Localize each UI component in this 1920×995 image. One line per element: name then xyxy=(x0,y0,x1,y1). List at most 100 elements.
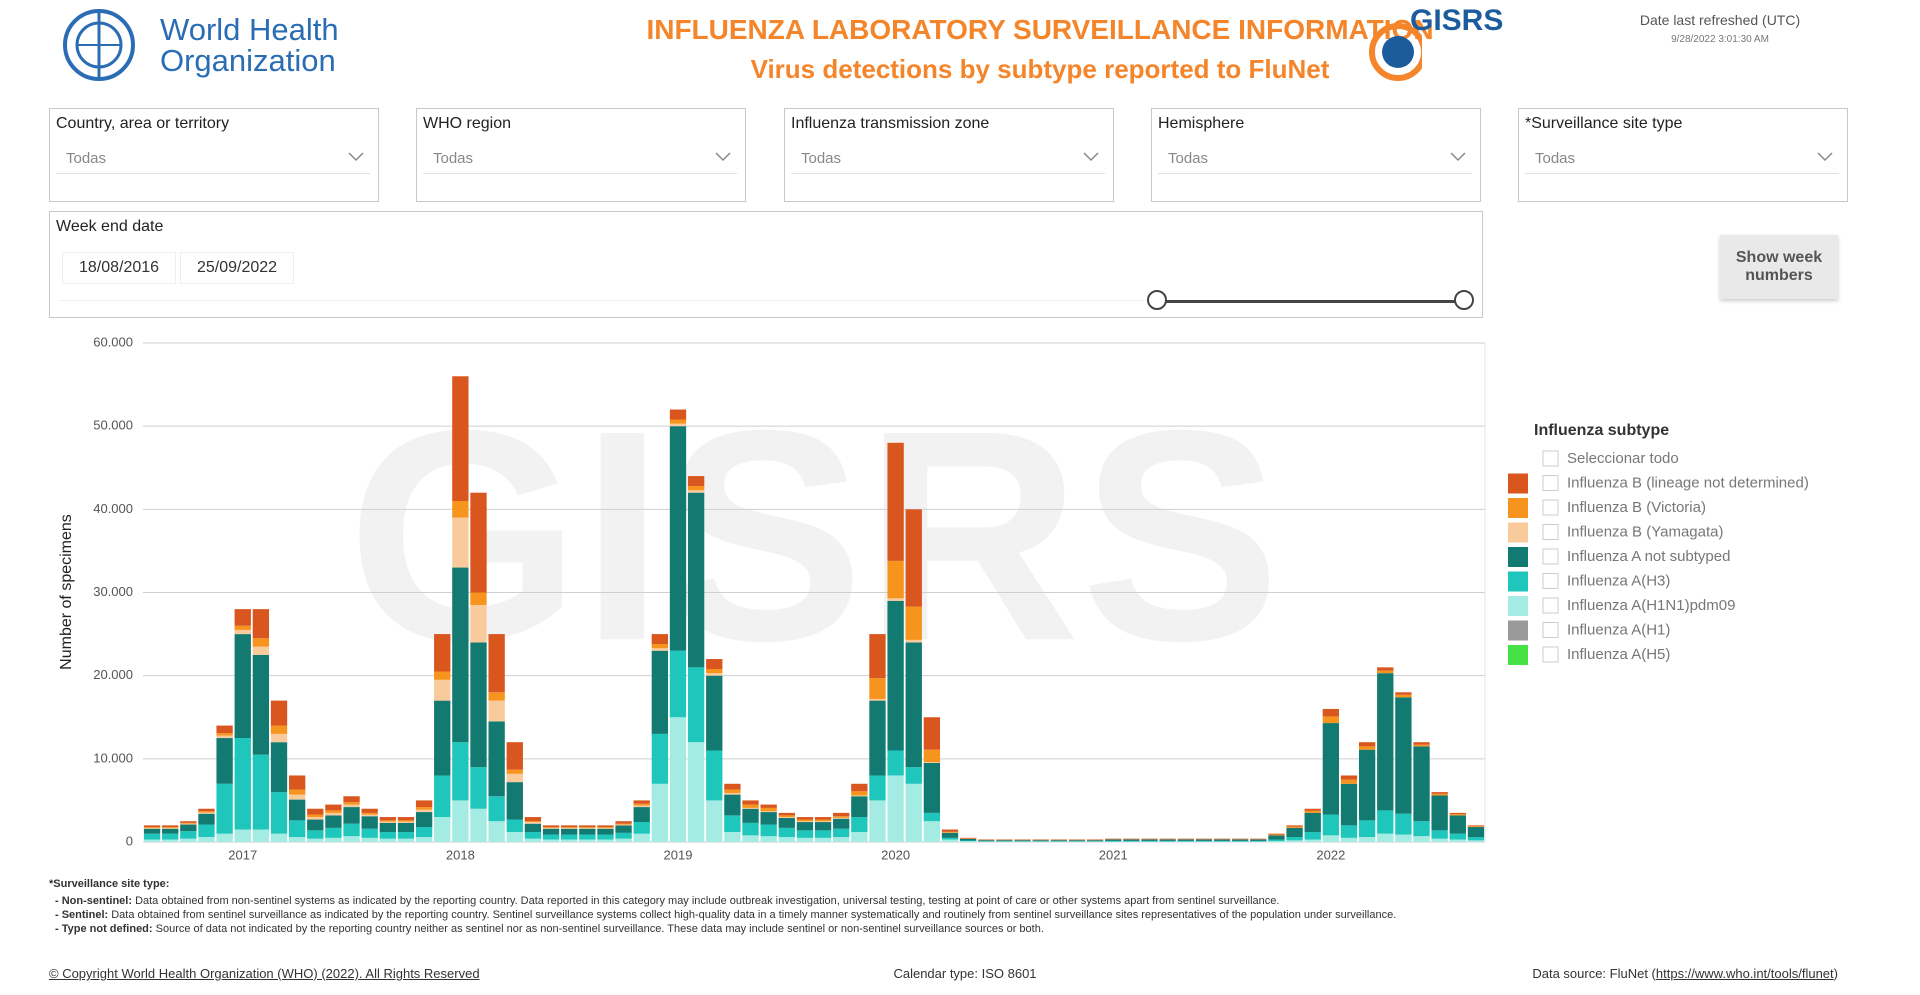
bar-segment xyxy=(615,824,632,826)
bar-segment xyxy=(597,827,614,828)
bar-segment xyxy=(397,822,415,833)
checkbox[interactable] xyxy=(1542,573,1559,589)
filter-box[interactable]: WHO region Todas xyxy=(416,108,746,202)
bar-segment xyxy=(488,821,505,842)
bar-segment xyxy=(1358,820,1376,838)
show-week-button[interactable]: Show week numbers xyxy=(1720,235,1838,299)
bar-segment xyxy=(216,733,233,736)
bar-segment xyxy=(524,822,542,824)
bar-segment xyxy=(180,823,197,825)
bar-segment xyxy=(615,832,632,839)
bar-segment xyxy=(1286,827,1303,838)
bar-segment xyxy=(1141,838,1158,840)
bar-segment xyxy=(778,837,795,842)
bar-segment xyxy=(796,819,814,822)
bar-segment xyxy=(724,792,741,795)
bar-segment xyxy=(869,775,886,801)
calendar-type: Calendar type: ISO 8601 xyxy=(893,966,1037,981)
checkbox[interactable] xyxy=(1542,450,1559,467)
bar-segment xyxy=(633,800,650,804)
checkbox[interactable] xyxy=(1542,646,1559,663)
bar-segment xyxy=(833,837,850,842)
bar-segment xyxy=(1322,835,1340,842)
bar-segment xyxy=(760,836,777,842)
bar-segment xyxy=(470,592,487,605)
bar-segment xyxy=(1123,839,1140,841)
bar-segment xyxy=(524,838,542,842)
checkbox[interactable] xyxy=(1542,548,1559,565)
dropdown: Todas xyxy=(56,143,370,174)
copyright[interactable]: © Copyright World Health Organization (W… xyxy=(49,966,480,981)
bar-segment xyxy=(923,821,941,842)
bar-segment xyxy=(1050,840,1067,842)
org-name: World Health Organization xyxy=(160,14,339,76)
bar-segment xyxy=(814,819,832,822)
checkbox[interactable] xyxy=(1542,499,1559,516)
week-filter: Week end date 18/08/2016 25/09/2022 xyxy=(49,211,1483,318)
slider-handle[interactable] xyxy=(1147,290,1167,310)
bar-segment xyxy=(1358,742,1376,747)
bar-segment xyxy=(252,609,270,639)
legend-label: Influenza A(H1N1)pdm09 xyxy=(1567,597,1735,614)
bar-segment xyxy=(1232,838,1249,840)
bar-segment xyxy=(397,817,415,821)
checkbox[interactable] xyxy=(1542,524,1559,540)
bar-segment xyxy=(180,831,197,839)
bar-segment xyxy=(1413,742,1430,745)
checkbox[interactable] xyxy=(1542,475,1559,491)
chevron xyxy=(1083,152,1099,162)
bar-segment xyxy=(288,794,306,800)
legend-label: Influenza A(H3) xyxy=(1567,572,1670,589)
bar-segment xyxy=(669,426,687,651)
source-link[interactable]: https://www.who.int/tools/flunet xyxy=(1655,966,1834,981)
bar-segment xyxy=(1358,749,1376,821)
bar-segment xyxy=(579,839,596,842)
y-tick-label: 20.000 xyxy=(93,667,133,682)
checkbox[interactable] xyxy=(1542,622,1559,638)
footnote-text: Data obtained from non-sentinel systems … xyxy=(135,895,1280,907)
bar-segment xyxy=(1322,814,1340,836)
bar-segment xyxy=(524,817,542,822)
bar-segment xyxy=(452,517,469,568)
x-tick-label: 2018 xyxy=(446,847,475,862)
bar-segment xyxy=(143,825,161,828)
filter-box[interactable]: Hemisphere Todas xyxy=(1151,108,1481,202)
bar-segment xyxy=(742,808,759,823)
bar-segment xyxy=(1177,840,1194,842)
filter-box[interactable]: Influenza transmission zone Todas xyxy=(784,108,1114,202)
bar-segment xyxy=(597,839,614,842)
y-tick-label: 40.000 xyxy=(93,501,133,516)
bar-segment xyxy=(923,717,941,750)
filter-box[interactable]: *Surveillance site type Todas xyxy=(1518,108,1848,202)
source-end: ) xyxy=(1833,966,1838,981)
bar-segment xyxy=(180,824,197,832)
bar-segment xyxy=(1431,830,1448,839)
bar-segment xyxy=(1105,839,1122,841)
end-date[interactable]: 25/09/2022 xyxy=(180,252,294,284)
checkbox[interactable] xyxy=(1542,597,1559,614)
bar-segment xyxy=(361,828,378,838)
start-date[interactable]: 18/08/2016 xyxy=(62,252,176,284)
bar-segment xyxy=(379,838,396,842)
bar-segment xyxy=(869,678,886,699)
bar-segment xyxy=(198,811,215,813)
bar-segment xyxy=(1159,838,1176,840)
bar-segment xyxy=(1177,839,1194,841)
bar-segment xyxy=(561,825,578,828)
filter-box[interactable]: Country, area or territory Todas xyxy=(49,108,379,202)
bar-segment xyxy=(724,815,741,833)
bar-segment xyxy=(288,799,306,821)
bar-segment xyxy=(760,804,777,808)
slider-handle[interactable] xyxy=(1454,290,1474,310)
bar-segment xyxy=(1340,775,1358,780)
bar-segment xyxy=(923,749,941,763)
bar-segment xyxy=(1413,821,1430,837)
bar-segment xyxy=(941,839,959,842)
bar-segment xyxy=(1431,795,1448,831)
bar-segment xyxy=(1250,840,1267,842)
data-source: Data source: FluNet (https://www.who.int… xyxy=(1532,966,1838,981)
bar-segment xyxy=(778,817,795,818)
bar-segment xyxy=(1195,838,1213,840)
bar-segment xyxy=(651,648,669,651)
bar-segment xyxy=(796,821,814,823)
